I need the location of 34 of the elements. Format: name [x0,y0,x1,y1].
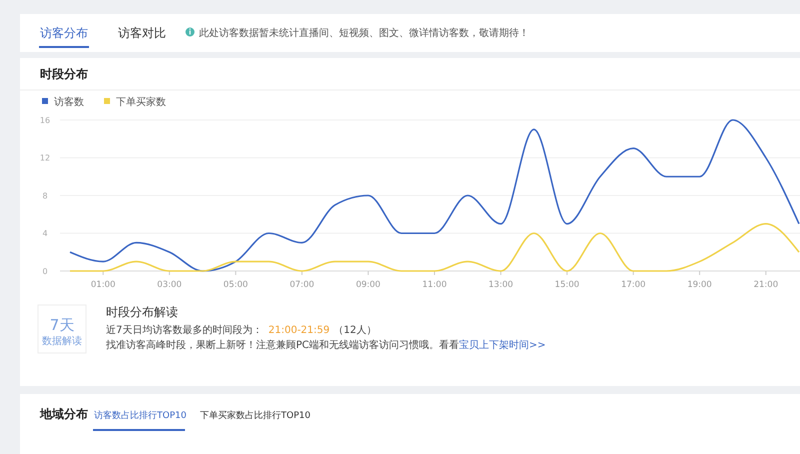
text: 数据解读 [42,335,82,347]
text: 访客数占比排行TOP10 [94,410,187,421]
x-tick-label: 01:00 [90,280,116,290]
x-tick-label: 09:00 [356,280,380,290]
chart-title: 时段分布 [40,67,88,81]
y-tick-label: 0 [42,266,48,276]
text: 访客分布 [40,26,88,40]
x-tick-label: 21:00 [754,280,778,290]
x-tick-label: 11:00 [422,280,447,290]
x-tick-label: 07:00 [290,280,314,290]
legend-label: 访客数 [54,96,84,108]
y-tick-label: 4 [42,229,48,238]
text: 时段分布解读 [106,305,178,319]
legend-label: 下单买家数 [116,96,166,108]
text: （12人） [334,325,376,336]
text: 7天 [50,316,74,334]
x-tick-label: 15:00 [554,280,580,290]
text: 地域分布 [39,407,88,421]
text: 访客对比 [118,26,166,40]
x-tick-label: 17:00 [621,280,646,290]
text: 宝贝上下架时间>> [459,339,546,351]
text: 此处访客数据暂未统计直播间、短视频、图文、微详情访客数，敬请期待！ [199,27,529,39]
y-tick-label: 8 [42,191,48,200]
line-series [69,223,800,272]
text: 下单买家数占比排行TOP10 [200,410,311,421]
text: 近7天日均访客数最多的时间段为： [106,325,262,336]
y-tick-label: 12 [40,154,50,163]
x-tick-label: 03:00 [157,280,182,290]
text: 21:00-21:59 [268,325,330,336]
x-tick-label: 19:00 [687,280,712,290]
line-series [69,119,800,272]
x-tick-label: 13:00 [488,280,514,290]
x-tick-label: 05:00 [223,280,248,290]
y-tick-label: 16 [40,116,50,125]
